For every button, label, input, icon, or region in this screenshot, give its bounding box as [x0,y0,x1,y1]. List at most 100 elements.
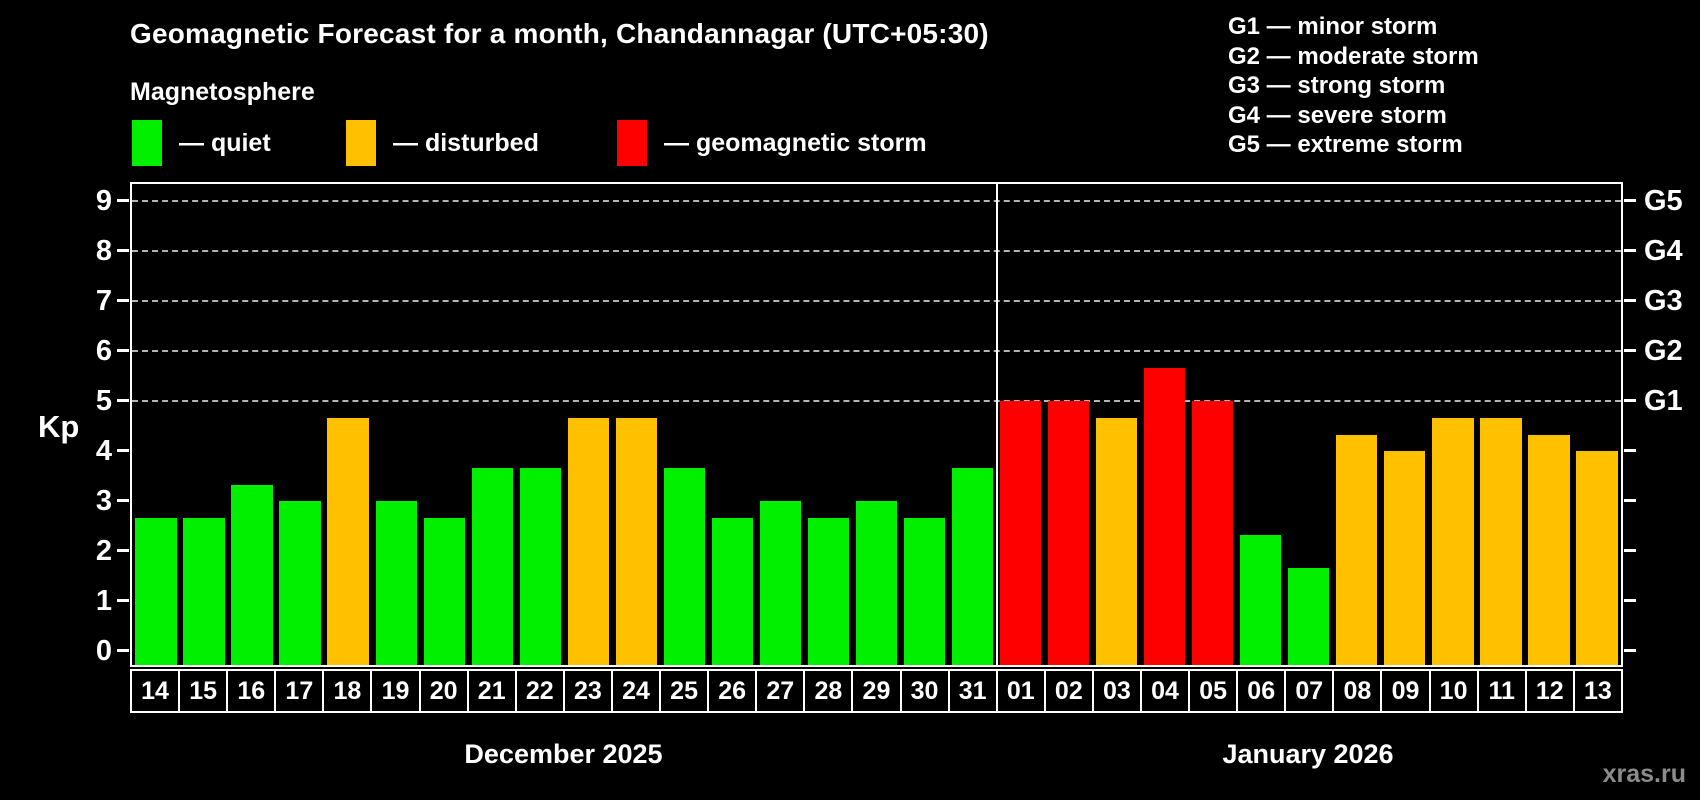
kp-bar-day-12 [1528,434,1570,665]
bar-slot [1093,184,1141,665]
right-axis-tick-7 [1624,299,1636,302]
x-tick-label-day-01: 01 [995,671,1044,711]
kp-bar-day-21 [471,467,513,665]
g-axis-label-g5: G5 [1644,185,1683,217]
kp-bar-day-07 [1288,567,1330,665]
bar-slot [1429,184,1477,665]
x-tick-label-day-16: 16 [226,671,274,711]
bar-slot [901,184,949,665]
y-axis-tick-9 [117,199,129,202]
kp-bar-day-18 [327,417,369,665]
kp-bar-day-14 [135,517,177,665]
x-tick-label-day-03: 03 [1091,671,1140,711]
bar-slot [1381,184,1429,665]
kp-bar-day-23 [567,417,609,665]
y-axis-tick-0 [117,649,129,652]
bar-slot [997,184,1045,665]
kp-bar-day-13 [1576,451,1618,665]
month-divider-line [995,184,998,665]
y-axis-title: Kp [38,409,80,444]
y-tick-label-2: 2 [95,535,112,567]
g-legend-line-g1: G1 — minor storm [1228,13,1438,40]
gridline-kp9 [132,200,1621,202]
kp-bar-day-05 [1192,401,1234,665]
right-axis-tick-9 [1624,199,1636,202]
disturbed-color-swatch [346,120,376,166]
g-legend-line-g2: G2 — moderate storm [1228,42,1479,70]
x-tick-label-day-31: 31 [947,671,996,711]
x-tick-label-day-25: 25 [659,671,707,711]
bar-slot [1189,184,1237,665]
legend-item-storm: — geomagnetic storm [617,120,927,166]
kp-bar-day-16 [231,484,273,665]
month-label-january: January 2026 [1222,739,1394,769]
bar-slot [612,184,660,665]
x-tick-label-day-13: 13 [1572,671,1621,711]
storm-color-swatch [617,120,647,166]
y-axis-tick-7 [117,299,129,302]
y-axis-tick-3 [117,499,129,502]
kp-bar-day-06 [1240,534,1282,665]
bar-slot [1237,184,1285,665]
g-legend-line-g5: G5 — extreme storm [1228,131,1463,158]
bar-slot [949,184,997,665]
bar-slot [708,184,756,665]
bar-slot [468,184,516,665]
bar-slot [804,184,852,665]
bar-slot [372,184,420,665]
x-tick-label-day-21: 21 [466,671,515,711]
bar-slot [420,184,468,665]
quiet-color-swatch [132,120,162,166]
y-tick-label-6: 6 [95,335,112,367]
kp-bar-day-24 [615,417,657,665]
y-axis-tick-2 [117,549,129,552]
right-axis-tick-4 [1624,449,1636,452]
bar-slot [1141,184,1189,665]
x-tick-label-day-23: 23 [562,671,611,711]
bar-slot [1045,184,1093,665]
x-tick-label-day-06: 06 [1236,671,1284,711]
bar-slot [180,184,228,665]
month-label-december: December 2025 [464,739,663,769]
y-axis-tick-5 [117,399,129,402]
right-axis-tick-8 [1624,249,1636,252]
legend-item-disturbed: — disturbed [346,120,539,166]
bar-slot [132,184,180,665]
y-tick-label-8: 8 [95,235,112,267]
right-axis-tick-1 [1624,599,1636,602]
g-axis-label-g1: G1 [1644,385,1683,417]
g-legend-line-g3: G3 — strong storm [1228,72,1446,99]
right-axis-tick-2 [1624,549,1636,552]
g-axis-label-g3: G3 [1644,285,1683,317]
kp-bar-day-03 [1095,417,1138,665]
legend-label-disturbed: — disturbed [393,128,539,157]
x-tick-label-day-24: 24 [610,671,659,711]
x-tick-label-day-14: 14 [141,677,169,705]
x-tick-label-day-07: 07 [1284,671,1332,711]
bar-slot [660,184,708,665]
bar-slot [1525,184,1573,665]
gridline-kp7 [132,300,1621,302]
x-tick-label-day-22: 22 [514,671,563,711]
y-tick-label-7: 7 [95,285,112,317]
y-tick-label-9: 9 [95,185,112,217]
x-tick-label-day-30: 30 [899,671,948,711]
right-axis-tick-5 [1624,399,1636,402]
x-tick-label-day-11: 11 [1476,671,1525,711]
x-tick-label-day-02: 02 [1043,671,1092,711]
x-tick-label-day-18: 18 [322,671,370,711]
bar-slot [1333,184,1381,665]
x-tick-label-day-12: 12 [1524,671,1573,711]
kp-bar-day-04 [1144,367,1186,665]
x-tick-label-day-28: 28 [803,671,851,711]
kp-bar-day-19 [375,501,417,665]
kp-bar-day-22 [519,467,561,665]
g-axis-label-g2: G2 [1644,335,1683,367]
x-tick-label-day-09: 09 [1380,671,1428,711]
kp-bar-day-17 [279,501,321,665]
y-axis-tick-8 [117,249,129,252]
x-tick-label-day-15: 15 [178,671,226,711]
chart-subtitle: Magnetosphere [130,78,315,106]
g-axis-label-g4: G4 [1644,235,1683,267]
